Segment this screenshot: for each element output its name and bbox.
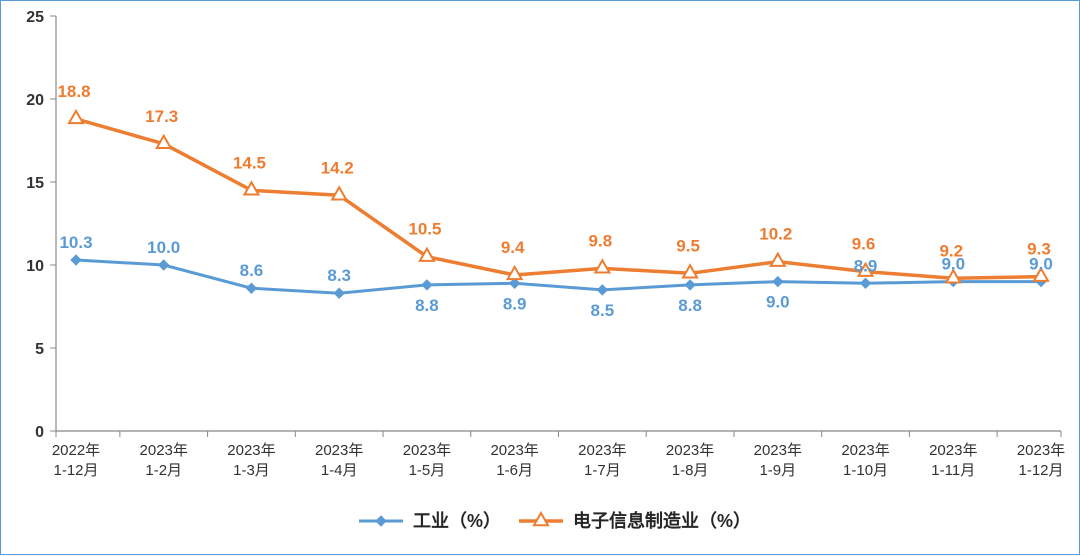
data-label: 9.0 [766,293,790,312]
data-label: 9.2 [939,241,963,260]
legend-triangle-marker [534,513,548,525]
x-tick-label-line1: 2023年 [666,442,714,459]
x-tick-label-line1: 2022年 [52,442,100,459]
data-label: 10.3 [59,233,92,252]
data-label: 8.9 [854,256,878,275]
x-tick-label-line1: 2023年 [403,442,451,459]
diamond-marker [773,277,783,287]
x-tick-label-line1: 2023年 [315,442,363,459]
data-label: 8.3 [327,266,351,285]
x-tick-label-line1: 2023年 [841,442,889,459]
triangle-marker [595,260,609,272]
diamond-marker [334,288,344,298]
diamond-marker [246,283,256,293]
x-tick-label-line1: 2023年 [578,442,626,459]
x-tick-label-line2: 1-8月 [672,462,709,479]
diamond-marker [159,260,169,270]
line-chart: 10.310.08.68.38.88.98.58.89.08.99.09.018… [1,1,1080,556]
x-tick-label-line1: 2023年 [227,442,275,459]
x-tick-label-line1: 2023年 [754,442,802,459]
data-label: 8.8 [415,296,439,315]
legend-diamond-marker [376,516,386,526]
diamond-marker [597,285,607,295]
series-line [76,260,1041,293]
y-tick-label: 15 [26,175,44,192]
x-tick-label-line2: 1-5月 [409,462,446,479]
y-tick-label: 0 [35,424,44,441]
x-tick-label-line2: 1-4月 [321,462,358,479]
data-label: 10.2 [759,225,792,244]
diamond-marker [422,280,432,290]
diamond-marker [861,278,871,288]
data-label: 9.3 [1027,240,1051,259]
data-label: 9.6 [852,235,876,254]
x-tick-label-line1: 2023年 [490,442,538,459]
x-tick-label-line2: 1-7月 [584,462,621,479]
x-tick-label-line2: 1-2月 [145,462,182,479]
data-label: 10.5 [408,220,441,239]
chart-container: 10.310.08.68.38.88.98.58.89.08.99.09.018… [0,0,1080,555]
legend-label: 电子信息制造业（%） [573,510,751,531]
y-tick-label: 5 [35,341,44,358]
x-tick-label-line2: 1-12月 [1018,462,1063,479]
y-tick-label: 10 [26,258,44,275]
data-label: 8.5 [591,301,615,320]
triangle-marker [69,111,83,123]
data-label: 8.8 [678,296,702,315]
x-tick-label-line1: 2023年 [140,442,188,459]
x-tick-label-line2: 1-12月 [53,462,98,479]
data-label: 17.3 [145,107,178,126]
x-tick-label-line2: 1-10月 [843,462,888,479]
diamond-marker [685,280,695,290]
y-tick-label: 20 [26,92,44,109]
data-label: 14.2 [321,158,354,177]
x-tick-label-line2: 1-6月 [496,462,533,479]
data-label: 18.8 [57,82,90,101]
x-tick-label-line2: 1-9月 [759,462,796,479]
y-tick-label: 25 [26,9,44,26]
triangle-marker [771,254,785,266]
data-label: 8.9 [503,294,527,313]
data-label: 9.5 [676,236,700,255]
data-label: 14.5 [233,153,266,172]
x-tick-label-line2: 1-3月 [233,462,270,479]
x-tick-label-line1: 2023年 [1017,442,1065,459]
diamond-marker [71,255,81,265]
data-label: 9.4 [501,238,525,257]
data-label: 10.0 [147,238,180,257]
legend-label: 工业（%） [413,511,501,531]
data-label: 8.6 [240,261,264,280]
data-label: 9.8 [589,231,613,250]
series-line [76,119,1041,278]
x-tick-label-line2: 1-11月 [931,462,975,479]
x-tick-label-line1: 2023年 [929,442,977,459]
